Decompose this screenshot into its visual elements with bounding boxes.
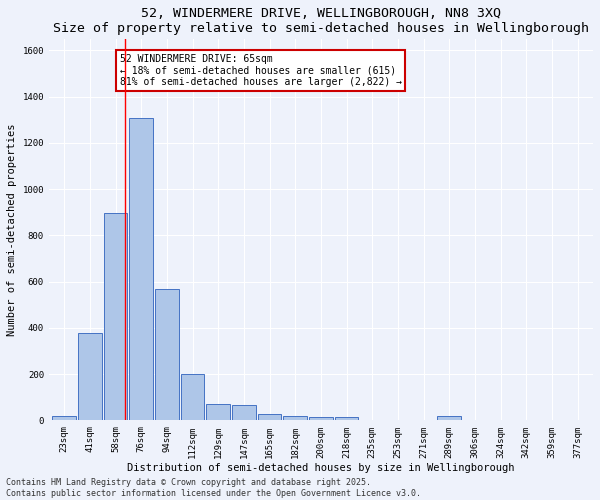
Bar: [104, 214, 127, 420]
Bar: [181, 374, 205, 420]
Bar: [283, 416, 307, 420]
Bar: [206, 404, 230, 420]
Bar: [130, 118, 153, 420]
Title: 52, WINDERMERE DRIVE, WELLINGBOROUGH, NN8 3XQ
Size of property relative to semi-: 52, WINDERMERE DRIVE, WELLINGBOROUGH, NN…: [53, 7, 589, 35]
Bar: [309, 417, 333, 420]
Text: 52 WINDERMERE DRIVE: 65sqm
← 18% of semi-detached houses are smaller (615)
81% o: 52 WINDERMERE DRIVE: 65sqm ← 18% of semi…: [119, 54, 401, 88]
Y-axis label: Number of semi-detached properties: Number of semi-detached properties: [7, 124, 17, 336]
Bar: [78, 332, 102, 420]
Bar: [335, 418, 358, 420]
Bar: [258, 414, 281, 420]
Bar: [232, 406, 256, 420]
X-axis label: Distribution of semi-detached houses by size in Wellingborough: Distribution of semi-detached houses by …: [127, 463, 515, 473]
Bar: [437, 416, 461, 420]
Bar: [155, 288, 179, 420]
Text: Contains HM Land Registry data © Crown copyright and database right 2025.
Contai: Contains HM Land Registry data © Crown c…: [6, 478, 421, 498]
Bar: [52, 416, 76, 420]
